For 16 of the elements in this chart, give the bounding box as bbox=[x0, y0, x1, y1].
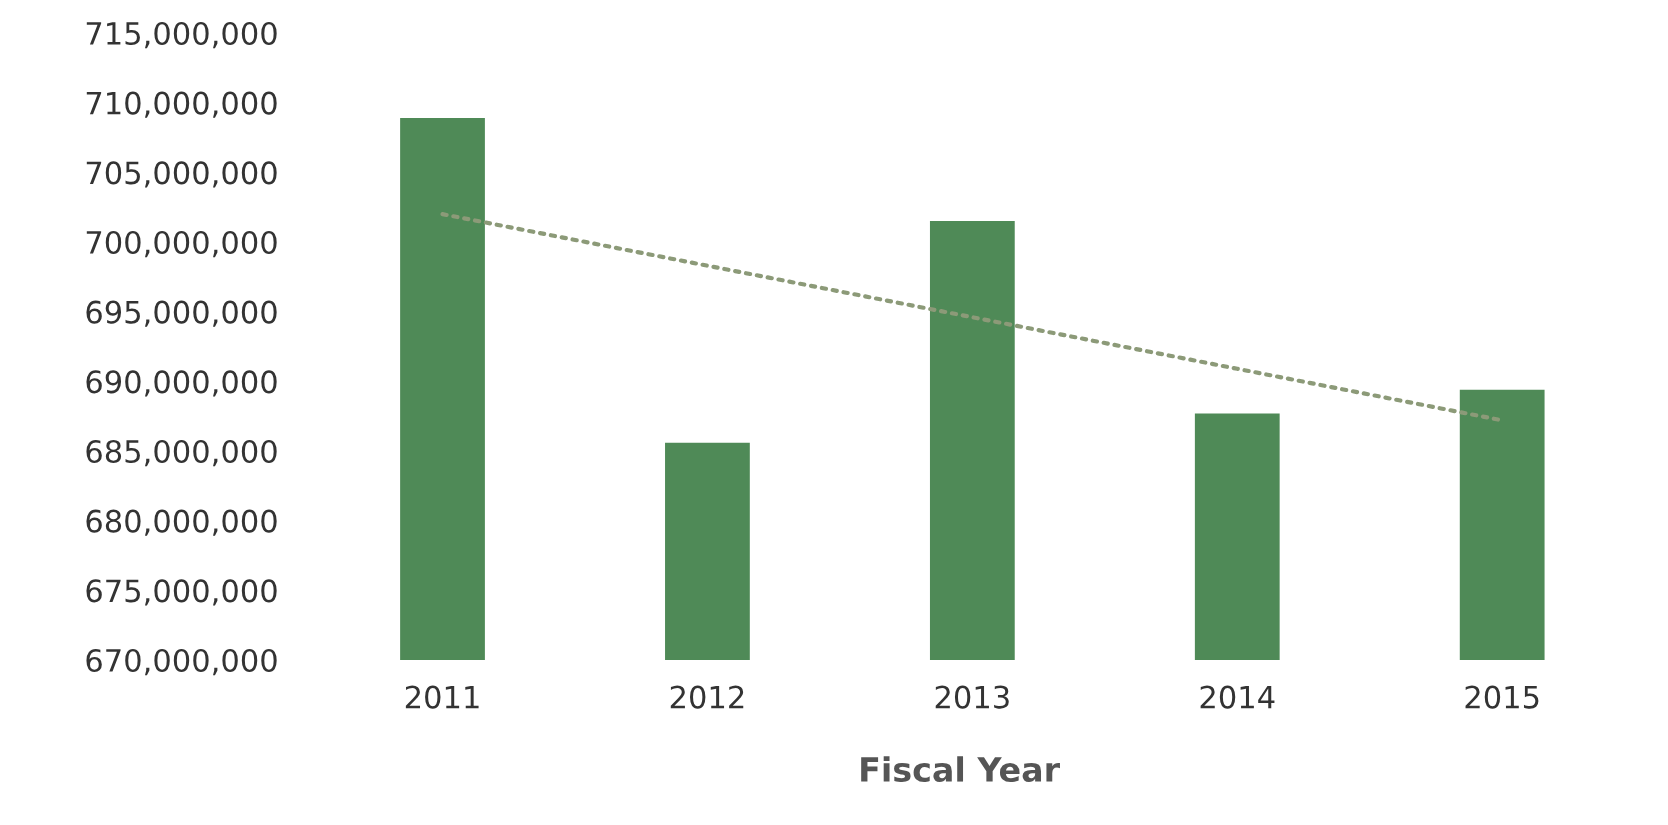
y-tick-label: 700,000,000 bbox=[86, 230, 277, 258]
y-tick-label: 685,000,000 bbox=[86, 439, 277, 467]
y-tick-label: 670,000,000 bbox=[86, 648, 277, 676]
y-tick-label: 675,000,000 bbox=[86, 579, 277, 606]
y-tick-label: 705,000,000 bbox=[86, 161, 277, 188]
x-tick-label: 2012 bbox=[670, 685, 744, 709]
y-tick-label: 680,000,000 bbox=[86, 509, 277, 536]
y-tick-label: 695,000,000 bbox=[86, 300, 277, 327]
y-tick-label: 710,000,000 bbox=[86, 91, 277, 118]
x-tick-label: 2015 bbox=[1465, 685, 1539, 709]
y-tick-label: 690,000,000 bbox=[86, 370, 277, 397]
x-tick-label: 2011 bbox=[405, 685, 479, 709]
x-tick-label: 2013 bbox=[935, 685, 1009, 709]
x-axis-title: Fiscal Year bbox=[861, 756, 1060, 783]
y-tick-label: 715,000,000 bbox=[86, 21, 277, 49]
x-tick-label: 2014 bbox=[1200, 685, 1275, 709]
